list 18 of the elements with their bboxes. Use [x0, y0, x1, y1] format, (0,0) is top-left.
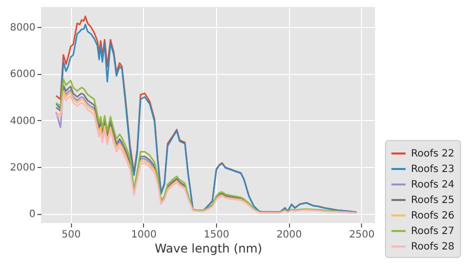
y-tick-label: 4000	[10, 116, 36, 127]
legend-label: Roofs 22	[411, 148, 454, 160]
y-tick-label: 2000	[10, 162, 36, 174]
legend-label: Roofs 25	[411, 195, 454, 206]
y-tick-label: 6000	[10, 69, 36, 80]
legend-label: Roofs 23	[411, 164, 454, 175]
y-tick-label: 0	[29, 209, 36, 220]
legend-label: Roofs 27	[411, 226, 454, 237]
x-tick-label: 500	[62, 230, 81, 240]
x-tick-label: 2500	[349, 230, 375, 240]
legend-label: Roofs 24	[411, 180, 454, 190]
x-axis-title: Wave length (nm)	[154, 242, 262, 256]
legend-label: Roofs 26	[411, 210, 454, 222]
y-tick-label: 8000	[10, 22, 36, 34]
legend-label: Roofs 28	[411, 242, 454, 252]
x-tick-label: 2000	[276, 230, 302, 240]
x-tick-label: 1000	[131, 230, 157, 240]
x-tick-label: 1500	[204, 230, 230, 240]
